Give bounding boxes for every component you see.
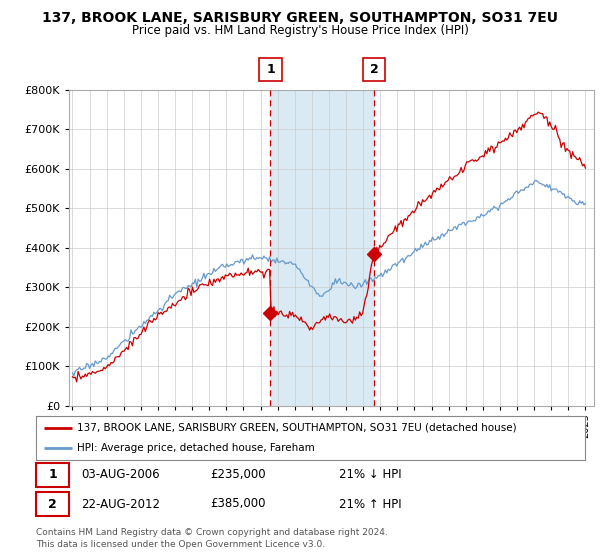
- Text: 137, BROOK LANE, SARISBURY GREEN, SOUTHAMPTON, SO31 7EU: 137, BROOK LANE, SARISBURY GREEN, SOUTHA…: [42, 11, 558, 25]
- Text: 21% ↑ HPI: 21% ↑ HPI: [339, 497, 401, 511]
- Text: Price paid vs. HM Land Registry's House Price Index (HPI): Price paid vs. HM Land Registry's House …: [131, 24, 469, 36]
- Text: £385,000: £385,000: [210, 497, 265, 511]
- Text: £235,000: £235,000: [210, 468, 266, 482]
- Text: 1: 1: [48, 468, 57, 482]
- Text: 2: 2: [48, 497, 57, 511]
- Text: 21% ↓ HPI: 21% ↓ HPI: [339, 468, 401, 482]
- Text: 1: 1: [266, 63, 275, 76]
- Text: HPI: Average price, detached house, Fareham: HPI: Average price, detached house, Fare…: [77, 443, 315, 453]
- Text: 2: 2: [370, 63, 378, 76]
- Text: 03-AUG-2006: 03-AUG-2006: [81, 468, 160, 482]
- Text: 137, BROOK LANE, SARISBURY GREEN, SOUTHAMPTON, SO31 7EU (detached house): 137, BROOK LANE, SARISBURY GREEN, SOUTHA…: [77, 423, 517, 433]
- Text: 22-AUG-2012: 22-AUG-2012: [81, 497, 160, 511]
- Text: Contains HM Land Registry data © Crown copyright and database right 2024.
This d: Contains HM Land Registry data © Crown c…: [36, 528, 388, 549]
